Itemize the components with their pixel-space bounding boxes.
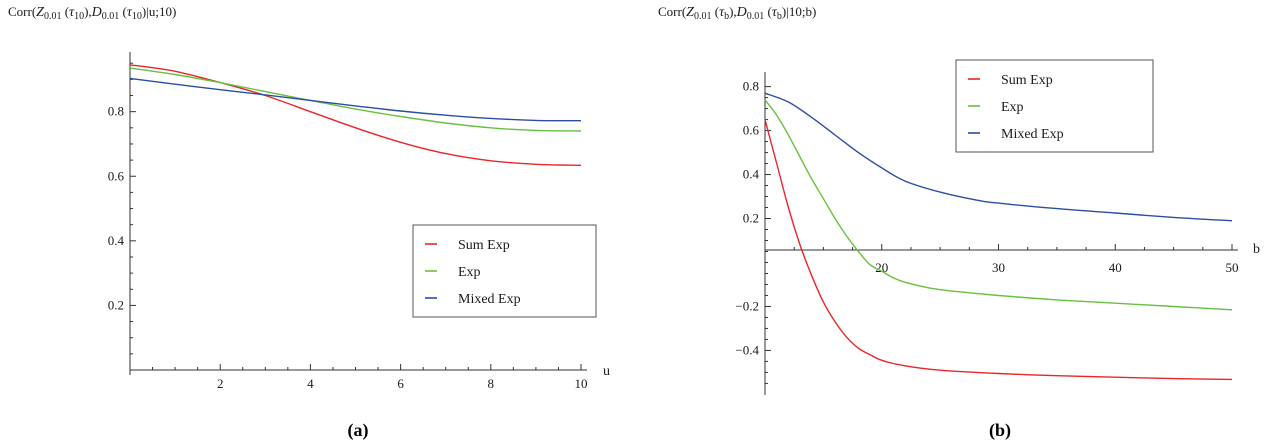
chart-a-caption: (a) <box>348 420 369 441</box>
series-line-exp <box>129 67 582 132</box>
x-tick-label: 4 <box>307 376 314 391</box>
y-tick-label: −0.4 <box>735 342 759 357</box>
chart-a-axes: u 2 4 6 8 10 0.2 0.4 0.6 0.8 <box>108 52 610 391</box>
x-tick-label: 40 <box>1109 260 1122 275</box>
y-tick-label: 0.2 <box>743 211 759 226</box>
y-tick-label: 0.8 <box>743 79 759 94</box>
x-axis-label: b <box>1253 242 1260 257</box>
y-tick-label: 0.4 <box>108 233 125 248</box>
y-tick-label: −0.2 <box>735 298 759 313</box>
x-tick-label: 20 <box>875 260 888 275</box>
x-tick-label: 50 <box>1226 260 1239 275</box>
x-tick-label: 8 <box>488 376 495 391</box>
legend-entry: Exp <box>1001 100 1024 115</box>
y-tick-label: 0.6 <box>743 123 760 138</box>
legend-entry: Mixed Exp <box>458 292 521 307</box>
chart-a-series-lines <box>129 64 582 166</box>
chart-b-caption: (b) <box>989 420 1011 441</box>
legend-entry: Exp <box>458 265 481 280</box>
y-tick-label: 0.2 <box>108 297 124 312</box>
legend-box <box>412 224 597 318</box>
chart-b: Corr(Z0.01 (τb),D0.01 (τb)|10;b) b 20 30 40… <box>658 4 1260 441</box>
series-line-sum-exp <box>129 64 582 166</box>
series-line-exp <box>764 99 1233 311</box>
chart-b-axes: b 20 30 40 50 −0.4 −0.2 0.2 0.4 0.6 0.8 <box>735 72 1260 395</box>
series-line-sum-exp <box>764 119 1233 381</box>
x-tick-label: 2 <box>217 376 224 391</box>
chart-b-legend: Sum Exp Exp Mixed Exp <box>955 59 1154 153</box>
series-line-mixed-exp <box>764 92 1233 222</box>
legend-box <box>955 59 1154 153</box>
x-tick-label: 6 <box>397 376 404 391</box>
y-tick-label: 0.8 <box>108 104 124 119</box>
legend-entry: Sum Exp <box>1001 73 1053 88</box>
y-tick-label: 0.6 <box>108 168 125 183</box>
chart-a: Corr(Z0.01 (τ10),D0.01 (τ10)|u;10) u 2 4 6 8… <box>8 4 610 441</box>
chart-b-series-lines <box>764 92 1233 381</box>
x-tick-label: 30 <box>992 260 1005 275</box>
chart-a-y-axis-label: Corr(Z0.01 (τ10),D0.01 (τ10)|u;10) <box>8 4 176 22</box>
legend-entry: Sum Exp <box>458 238 510 253</box>
x-tick-label: 10 <box>575 376 588 391</box>
chart-a-legend: Sum Exp Exp Mixed Exp <box>412 224 597 318</box>
legend-entry: Mixed Exp <box>1001 127 1064 142</box>
y-tick-label: 0.4 <box>743 167 760 182</box>
x-axis-label: u <box>603 364 610 379</box>
chart-b-y-axis-label: Corr(Z0.01 (τb),D0.01 (τb)|10;b) <box>658 4 816 22</box>
series-line-mixed-exp <box>129 77 582 122</box>
